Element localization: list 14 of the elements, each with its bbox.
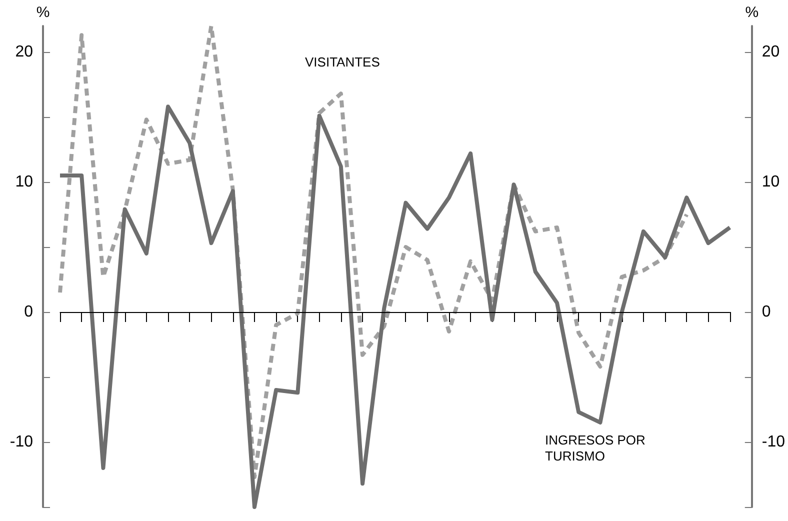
- text: VISITANTES: [305, 54, 380, 70]
- series-label: INGRESOS POR TURISMO: [545, 432, 650, 464]
- line-series: [58, 104, 732, 509]
- y-tick-label: 10: [15, 174, 34, 190]
- y-tick-label: 0: [24, 304, 34, 320]
- y2-tick-label: 10: [762, 174, 780, 190]
- y-axis-title: %: [36, 4, 50, 21]
- y2-tick-label: 0: [762, 304, 771, 320]
- y2-tick-label: -10: [762, 434, 786, 450]
- y-tick-label: 20: [15, 44, 34, 60]
- y-tick-label: -10: [10, 434, 34, 450]
- y2-axis-title: %: [745, 4, 759, 21]
- y2-tick-label: 20: [762, 44, 780, 60]
- line-series: [58, 24, 689, 480]
